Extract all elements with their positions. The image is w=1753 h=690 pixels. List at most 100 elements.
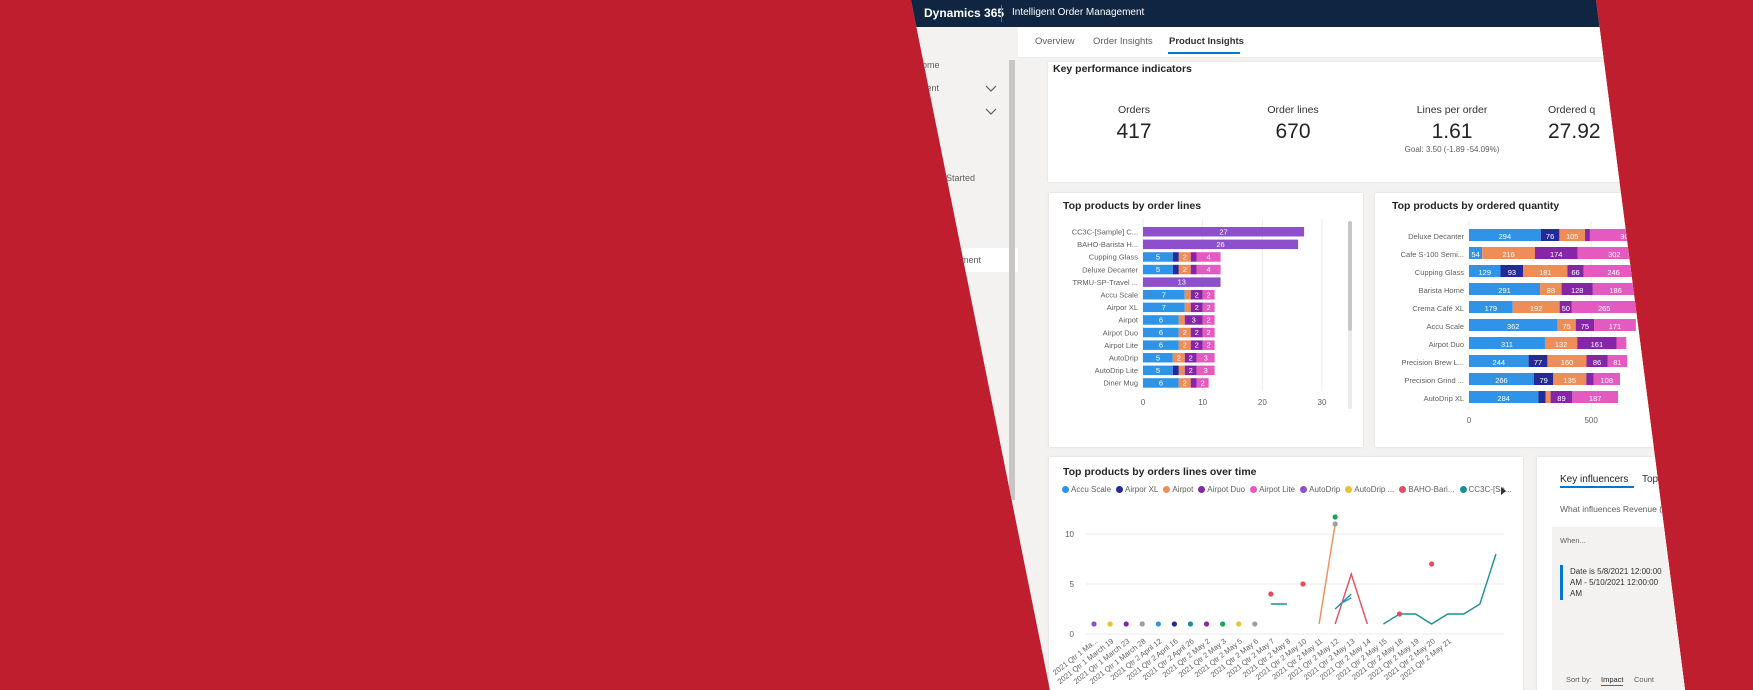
legend-swatch (1345, 486, 1353, 493)
bar-segment (1592, 283, 1639, 295)
data-label: 362 (1507, 322, 1520, 331)
chevron-down-icon[interactable] (984, 82, 998, 96)
data-point (1171, 621, 1177, 627)
influencer-list-panel (1552, 527, 1685, 690)
legend-swatch (1163, 486, 1171, 493)
bar-segment (1575, 319, 1595, 331)
data-point (1139, 621, 1145, 627)
sidebar-item-pinned[interactable]: ed (911, 100, 1018, 122)
data-point (1252, 621, 1258, 627)
tab-key-influencers[interactable]: Key influencers (1560, 474, 1629, 485)
sidebar-item-label: cent (922, 83, 940, 93)
data-label: 300 (1620, 232, 1633, 241)
column-header-when: When... (1560, 536, 1586, 545)
bar-segment (1533, 373, 1554, 385)
sort-count[interactable]: Count (1634, 675, 1655, 684)
category-label: Airpor XL (1107, 303, 1138, 312)
data-point (1091, 621, 1097, 627)
data-label: 2 (1177, 353, 1181, 362)
sort-impact[interactable]: Impact (1601, 675, 1624, 684)
bar-segment (1586, 355, 1608, 367)
legend-label: Airpot (1172, 485, 1194, 494)
sidebar-item-home[interactable]: ome (911, 54, 1018, 76)
bar-segment (1559, 301, 1572, 313)
category-label: Airpot Lite (1104, 341, 1138, 350)
bar-segment (1184, 315, 1203, 325)
bar-segment (1616, 337, 1627, 349)
legend-item[interactable]: Accu Scale (1062, 485, 1111, 494)
bar-segment (1523, 265, 1568, 277)
category-label: Airpot Duo (1103, 328, 1138, 337)
legend-item[interactable]: CC3C-[Sa... (1459, 485, 1512, 494)
bar-segment (1202, 315, 1215, 325)
bar-segment (1143, 252, 1173, 262)
sidebar-scrollbar[interactable] (1009, 60, 1015, 500)
bar-segment (1469, 265, 1501, 277)
bar-segment (1143, 239, 1299, 250)
sidebar-item-management[interactable]: agement (911, 248, 1018, 272)
data-label: 160 (1561, 358, 1574, 367)
series-line (1334, 571, 1368, 625)
category-label: AutoDrip XL (1424, 394, 1464, 403)
data-label: 6 (1159, 316, 1163, 325)
category-label: Diner Mug (1103, 379, 1138, 388)
data-point (1187, 621, 1194, 627)
bar-segment (1196, 378, 1209, 388)
sidebar-item-label: ome (922, 60, 940, 70)
bar-segment (1143, 264, 1173, 275)
legend-swatch (1062, 486, 1069, 493)
tab-order-insights[interactable]: Order Insights (1093, 36, 1153, 47)
bar-segment (1184, 353, 1197, 363)
data-label: 5 (1156, 265, 1160, 274)
tab-top-segments[interactable]: Top segme (1642, 474, 1691, 485)
sidebar-item-recent[interactable]: cent (911, 77, 1018, 99)
category-label: Airpot (1118, 316, 1139, 325)
line-chart-legend: Accu Scale Airpor XL Airpot Airpot Duo Airpo… (1062, 485, 1517, 494)
sidebar-item-insights[interactable]: ts (911, 223, 1018, 245)
legend-item[interactable]: AutoDrip ... (1345, 485, 1394, 494)
chevron-down-icon[interactable] (984, 105, 998, 119)
bar-segment (1202, 302, 1215, 313)
condition-line: Date is 5/8/2021 12:00:00 (1570, 567, 1662, 576)
condition-line: AM - 5/10/2021 12:00:00 (1570, 578, 1659, 587)
legend-item[interactable]: Airpot Lite (1250, 485, 1295, 494)
brand-name[interactable]: Dynamics 365 (924, 6, 1005, 20)
data-label: 2 (1183, 253, 1187, 262)
data-point (1268, 591, 1274, 597)
category-label: BAHO-Barista H... (1077, 240, 1138, 249)
influencer-condition[interactable]: Date is 5/8/2021 12:00:00 AM - 5/10/2021… (1570, 566, 1662, 599)
bar-segment (1538, 391, 1546, 403)
bar-segment (1178, 327, 1191, 338)
data-label: 7 (1162, 290, 1166, 299)
bar-segment (1571, 301, 1637, 313)
sidebar-item-label: Started (946, 173, 976, 183)
legend-item[interactable]: Airpor XL (1116, 485, 1158, 494)
bar-segment (1184, 290, 1191, 300)
tab-product-insights[interactable]: Product Insights (1169, 36, 1244, 47)
bar-segment (1469, 247, 1483, 259)
tab-overview[interactable]: Overview (1035, 36, 1075, 47)
bar-segment (1202, 290, 1215, 300)
bar-segment (1559, 229, 1586, 241)
data-point (1332, 521, 1338, 527)
data-label: 2 (1183, 328, 1187, 337)
category-label: Crema Café XL (1412, 304, 1464, 313)
data-label: 135 (1564, 376, 1577, 385)
data-point (1155, 621, 1161, 627)
app-name[interactable]: Intelligent Order Management (1012, 7, 1145, 18)
legend-item[interactable]: AutoDrip (1300, 485, 1340, 494)
legend-item[interactable]: Airpot Duo (1198, 485, 1245, 494)
data-point (1203, 621, 1210, 627)
sidebar-item-getting-started[interactable]: Started (911, 167, 1018, 189)
line-chart-card (1049, 457, 1523, 690)
data-label: 27 (1219, 227, 1227, 236)
data-label: 302 (1608, 250, 1621, 259)
legend-item[interactable]: BAHO-Bari... (1399, 485, 1455, 494)
bar-segment (1202, 327, 1215, 338)
data-label: 105 (1566, 232, 1579, 241)
bar-segment (1469, 355, 1529, 367)
data-label: 244 (1493, 358, 1506, 367)
legend-item[interactable]: Airpot (1163, 485, 1193, 494)
legend-next-icon[interactable] (1498, 486, 1508, 496)
bar-segment (1143, 290, 1185, 300)
